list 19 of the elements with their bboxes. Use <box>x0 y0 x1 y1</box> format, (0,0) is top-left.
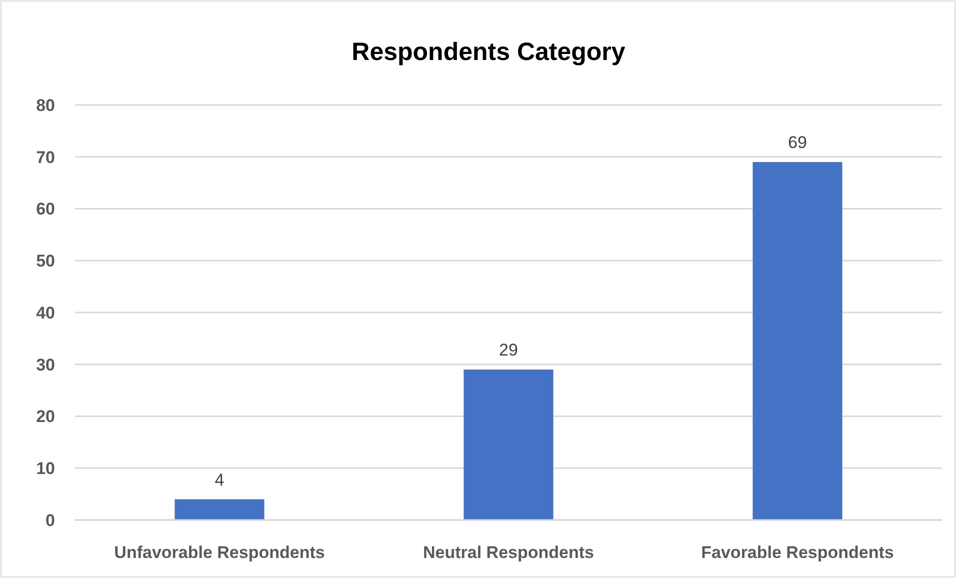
y-tick-label: 10 <box>36 459 55 478</box>
data-label: 4 <box>214 470 224 490</box>
bar <box>464 370 554 520</box>
y-tick-label: 70 <box>36 148 55 167</box>
bar <box>174 499 264 520</box>
data-label: 29 <box>499 340 518 360</box>
y-tick-label: 50 <box>36 252 55 271</box>
chart-title: Respondents Category <box>352 38 626 66</box>
x-tick-label: Neutral Respondents <box>423 543 594 562</box>
bar <box>752 162 842 520</box>
x-tick-label: Favorable Respondents <box>701 543 894 562</box>
y-tick-label: 80 <box>36 96 55 115</box>
y-tick-label: 20 <box>36 407 55 426</box>
x-tick-label: Unfavorable Respondents <box>114 543 325 562</box>
y-tick-label: 0 <box>46 510 55 530</box>
y-tick-label: 30 <box>36 355 55 374</box>
y-tick-label: 40 <box>36 303 55 322</box>
data-label: 69 <box>788 133 807 152</box>
y-tick-label: 60 <box>36 200 55 219</box>
